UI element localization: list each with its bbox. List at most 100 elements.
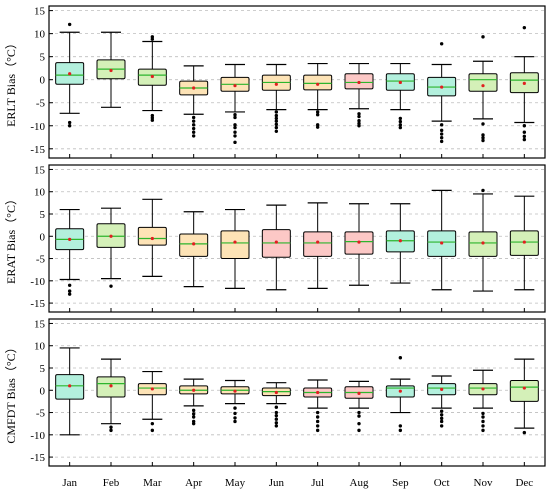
box-aug xyxy=(344,203,374,286)
outlier-point xyxy=(233,419,237,424)
box-nov xyxy=(468,188,498,292)
box-sep xyxy=(385,62,415,130)
box-body xyxy=(509,379,539,402)
outlier-point xyxy=(481,133,485,137)
mean-marker xyxy=(233,240,237,244)
y-tick-label: -5 xyxy=(36,408,46,420)
box-feb xyxy=(96,358,126,433)
outlier-point xyxy=(191,123,196,127)
outlier-point xyxy=(191,408,196,413)
outlier-point xyxy=(357,410,361,415)
mean-marker xyxy=(233,389,237,393)
outlier-point xyxy=(274,116,279,121)
box-oct xyxy=(427,189,457,291)
mean-marker xyxy=(109,384,113,388)
box-sep xyxy=(385,356,415,433)
outlier-point xyxy=(67,124,72,128)
y-tick-label: 0 xyxy=(40,75,46,87)
outlier-point xyxy=(522,124,527,128)
outlier-point xyxy=(398,125,403,130)
outlier-point xyxy=(481,138,485,143)
outlier-point xyxy=(481,424,485,428)
outlier-point xyxy=(439,424,444,428)
mean-marker xyxy=(357,240,361,244)
plot-frame xyxy=(48,164,546,313)
outlier-point xyxy=(274,410,279,415)
outlier-point xyxy=(315,415,320,419)
y-tick-label: 10 xyxy=(34,341,46,353)
mean-marker xyxy=(68,72,72,76)
outlier-point xyxy=(150,37,155,41)
mean-marker xyxy=(398,239,402,243)
mean-marker xyxy=(316,390,320,395)
outlier-point xyxy=(274,125,279,130)
outlier-point xyxy=(439,42,444,46)
outlier-point xyxy=(398,119,403,124)
box-oct xyxy=(427,375,457,428)
mean-marker xyxy=(150,387,154,391)
outlier-point xyxy=(274,417,279,421)
outlier-point xyxy=(439,128,444,133)
outlier-point xyxy=(481,122,485,126)
x-tick-label-jul: Jul xyxy=(311,477,324,489)
outlier-point xyxy=(481,428,485,433)
outlier-point xyxy=(357,421,361,426)
box-jun xyxy=(261,382,291,428)
x-tick-label-jun: Jun xyxy=(269,477,285,489)
y-tick-label: -10 xyxy=(30,121,45,133)
box-body xyxy=(220,230,250,260)
box-mar xyxy=(137,35,167,122)
outlier-point xyxy=(191,412,196,416)
outlier-point xyxy=(274,424,279,428)
outlier-point xyxy=(274,129,279,133)
outlier-point xyxy=(274,122,279,127)
outlier-point xyxy=(233,416,237,420)
x-tick-label-jan: Jan xyxy=(62,477,77,489)
box-jan xyxy=(55,208,85,296)
mean-marker xyxy=(481,84,485,88)
box-mar xyxy=(137,198,167,277)
mean-marker xyxy=(192,242,196,246)
y-axis-label: ERLT Bias（°C） xyxy=(4,37,18,127)
plot-frame xyxy=(48,318,546,467)
box-may xyxy=(220,63,250,145)
y-tick-label: 15 xyxy=(34,6,46,18)
x-tick-label-sep: Sep xyxy=(392,477,409,489)
outlier-point xyxy=(67,289,72,293)
box-jun xyxy=(261,204,291,291)
y-tick-label: -10 xyxy=(30,276,45,288)
outlier-point xyxy=(274,405,279,409)
box-feb xyxy=(96,207,126,288)
outlier-point xyxy=(233,125,237,130)
outlier-point xyxy=(315,125,320,129)
mean-marker xyxy=(150,236,154,241)
box-jun xyxy=(261,63,291,133)
y-tick-label: 10 xyxy=(34,29,46,41)
y-tick-label: -15 xyxy=(30,144,45,156)
mean-marker xyxy=(440,85,444,89)
outlier-point xyxy=(522,25,527,30)
box-aug xyxy=(344,380,374,433)
y-tick-label: 5 xyxy=(40,209,46,221)
outlier-point xyxy=(439,132,444,136)
outlier-point xyxy=(481,136,485,140)
x-tick-label-apr: Apr xyxy=(185,477,202,489)
mean-marker xyxy=(68,384,72,388)
outlier-point xyxy=(109,425,113,429)
box-dec xyxy=(509,358,539,435)
outlier-point xyxy=(67,283,72,287)
outlier-point xyxy=(522,430,527,435)
y-axis-label: CMFDT Bias（°C） xyxy=(4,341,18,443)
outlier-point xyxy=(315,113,320,117)
outlier-point xyxy=(481,419,485,424)
mean-marker xyxy=(481,241,485,245)
outlier-point xyxy=(274,413,279,418)
box-nov xyxy=(468,35,498,143)
outlier-point xyxy=(522,134,527,139)
outlier-point xyxy=(150,421,155,426)
outlier-point xyxy=(398,123,403,127)
outlier-point xyxy=(439,416,444,421)
mean-marker xyxy=(440,387,444,391)
outlier-point xyxy=(439,139,444,144)
outlier-point xyxy=(274,113,279,118)
